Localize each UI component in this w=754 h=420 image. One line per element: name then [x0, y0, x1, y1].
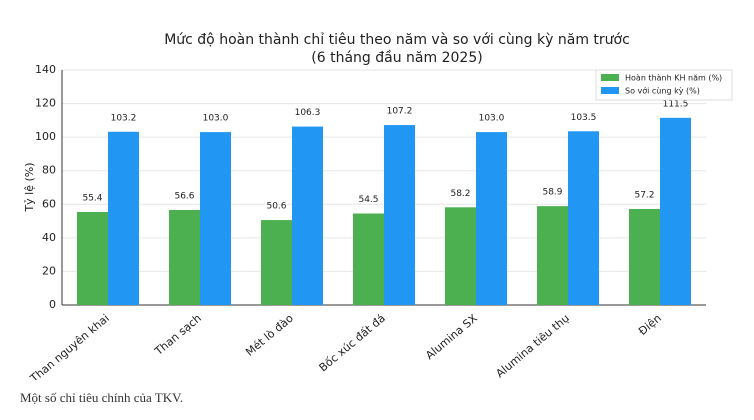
legend-swatch	[601, 87, 619, 94]
bar	[568, 131, 599, 305]
value-label: 103.5	[571, 113, 597, 123]
x-tick-label: Alumina tiêu thụ	[493, 312, 571, 380]
value-label: 50.6	[266, 202, 286, 212]
caption: Một số chỉ tiêu chính của TKV.	[20, 390, 184, 405]
x-tick-label: Than nguyên khai	[27, 312, 112, 380]
bar	[169, 209, 200, 305]
y-tick-label: 100	[35, 130, 56, 143]
value-label: 55.4	[82, 194, 102, 204]
bar	[77, 212, 108, 305]
y-tick-label: 140	[35, 63, 56, 76]
y-tick-label: 40	[42, 231, 56, 244]
x-tick-label: Điện	[636, 312, 664, 338]
bar	[261, 220, 292, 305]
value-label: 58.2	[450, 189, 470, 199]
y-tick-label: 0	[49, 298, 56, 311]
bar	[537, 206, 568, 305]
value-label: 111.5	[663, 99, 689, 109]
y-tick-label: 20	[42, 264, 56, 277]
value-label: 54.5	[358, 195, 378, 205]
value-label: 103.2	[111, 113, 137, 123]
y-tick-label: 80	[42, 164, 56, 177]
bar	[200, 132, 231, 305]
y-axis-label: Tỷ lệ (%)	[23, 162, 36, 212]
chart-title: Mức độ hoàn thành chỉ tiêu theo năm và s…	[164, 32, 630, 48]
legend-swatch	[601, 74, 619, 81]
value-label: 107.2	[387, 107, 413, 117]
value-label: 57.2	[634, 190, 654, 200]
value-label: 103.0	[203, 114, 229, 124]
bar	[445, 207, 476, 305]
value-label: 106.3	[295, 108, 321, 118]
bar	[384, 125, 415, 305]
x-tick-label: Than sạch	[152, 312, 204, 359]
chart-subtitle: (6 tháng đầu năm 2025)	[311, 50, 482, 66]
chart: Mức độ hoàn thành chỉ tiêu theo năm và s…	[23, 32, 733, 386]
legend-label: Hoàn thành KH năm (%)	[625, 74, 722, 83]
bar	[353, 213, 384, 305]
bar	[292, 126, 323, 305]
x-tick-label: Alumina SX	[423, 311, 480, 362]
value-label: 58.9	[542, 188, 562, 198]
x-tick-label: Bốc xúc đất đá	[317, 312, 388, 375]
x-tick-label: Mét lò đào	[243, 311, 296, 358]
y-tick-label: 120	[35, 97, 56, 110]
legend: Hoàn thành KH năm (%) So với cùng kỳ (%)	[595, 69, 733, 101]
bar	[108, 131, 139, 305]
bar	[629, 208, 660, 305]
value-label: 103.0	[479, 114, 505, 124]
bar	[476, 132, 507, 305]
bar	[660, 117, 691, 305]
value-label: 56.6	[174, 191, 194, 201]
y-tick-label: 60	[42, 197, 56, 210]
legend-label: So với cùng kỳ (%)	[625, 86, 700, 96]
